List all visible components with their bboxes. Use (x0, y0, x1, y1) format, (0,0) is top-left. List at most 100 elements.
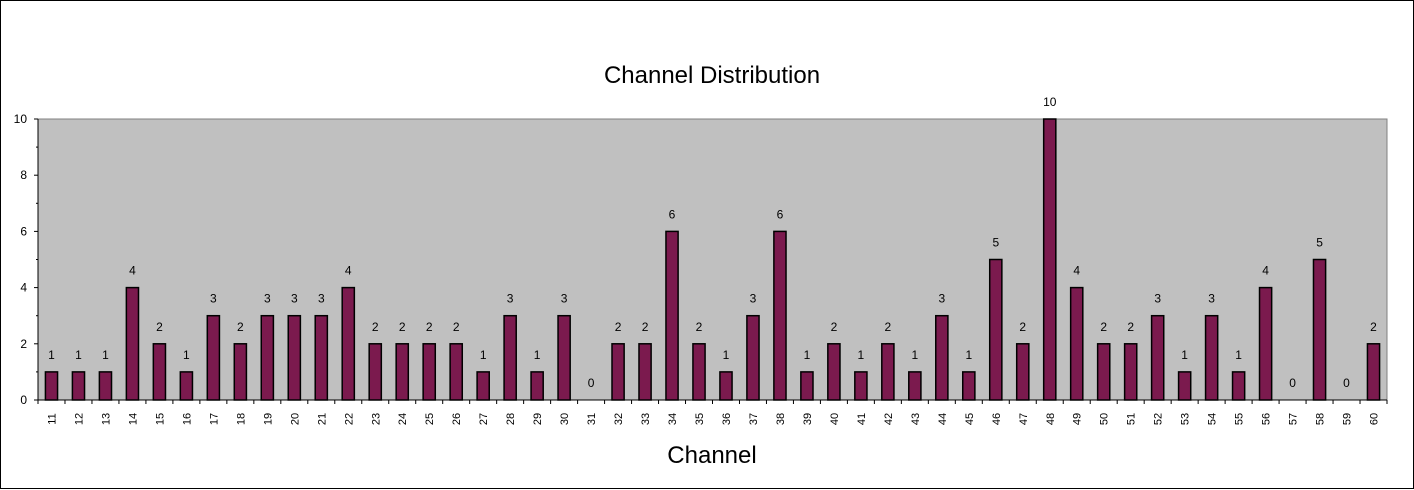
data-label: 4 (129, 264, 136, 278)
data-label: 4 (1073, 264, 1080, 278)
x-tick-label: 18 (235, 413, 247, 425)
bar (233, 343, 248, 401)
bar (1258, 286, 1273, 401)
bar (260, 314, 275, 401)
bar (773, 230, 787, 401)
x-tick-label: 11 (46, 413, 58, 424)
bar (1150, 314, 1165, 401)
y-tick-label: 0 (20, 393, 27, 407)
x-tick-label: 20 (289, 413, 301, 425)
data-label: 1 (480, 348, 487, 362)
bar (125, 286, 140, 401)
x-tick-label: 50 (1099, 413, 1111, 425)
x-tick-label: 58 (1315, 413, 1327, 425)
data-label: 1 (858, 348, 865, 362)
bar (692, 343, 706, 401)
bar (368, 343, 383, 401)
x-tick-label: 22 (343, 413, 355, 425)
data-label: 3 (750, 292, 757, 306)
x-tick-label: 24 (397, 413, 409, 425)
x-tick-label: 59 (1342, 413, 1354, 425)
data-label: 2 (1019, 320, 1026, 334)
bar (719, 371, 733, 401)
x-tick-label: 32 (613, 413, 625, 425)
bar (314, 314, 329, 401)
x-tick-label: 17 (208, 413, 220, 425)
x-tick-label: 56 (1261, 413, 1273, 425)
x-axis: 11 12 13 14 15 16 17 18 19 20 21 22 23 24 25 26 27 28 29 30… (37, 400, 1388, 425)
x-tick-label: 42 (883, 413, 895, 425)
x-tick-label: 12 (73, 413, 85, 425)
bar (98, 371, 113, 401)
data-label: 4 (345, 264, 352, 278)
bar (71, 371, 86, 401)
data-label: 3 (318, 292, 325, 306)
data-label: 2 (885, 320, 892, 334)
bar (557, 314, 571, 401)
data-label: 2 (372, 320, 379, 334)
data-label: 1 (102, 348, 109, 362)
x-tick-label: 46 (991, 413, 1003, 425)
bar (476, 371, 490, 401)
data-label: 1 (75, 348, 82, 362)
x-tick-label: 39 (802, 413, 814, 425)
bar (179, 371, 194, 401)
x-tick-label: 15 (154, 413, 166, 425)
x-tick-label: 34 (667, 413, 679, 425)
x-tick-label: 29 (532, 413, 544, 425)
x-tick-label: 14 (127, 413, 139, 425)
x-tick-label: 30 (559, 413, 571, 425)
x-tick-label: 53 (1180, 413, 1192, 425)
data-label: 1 (1181, 348, 1188, 362)
data-label: 3 (210, 292, 217, 306)
x-tick-label: 49 (1072, 413, 1084, 425)
data-label: 4 (1262, 264, 1269, 278)
bar (881, 343, 895, 401)
x-tick-label: 36 (721, 413, 733, 425)
bar (341, 286, 356, 401)
data-label: 2 (156, 320, 163, 334)
x-tick-label: 21 (316, 413, 328, 425)
bar (988, 258, 1003, 401)
x-tick-label: 27 (478, 413, 490, 425)
x-tick-label: 43 (910, 413, 922, 425)
x-tick-label: 28 (505, 413, 517, 425)
y-tick-label: 8 (20, 168, 27, 182)
bar (1231, 371, 1246, 401)
data-label: 6 (669, 207, 676, 221)
y-tick-label: 4 (20, 281, 27, 295)
bar (1366, 343, 1381, 401)
x-tick-label: 35 (694, 413, 706, 425)
data-label: 2 (1370, 320, 1377, 334)
bar (638, 343, 652, 401)
x-tick-label: 40 (829, 413, 841, 425)
data-label: 1 (804, 348, 811, 362)
bar (422, 343, 437, 401)
data-label: 0 (588, 376, 595, 390)
chart-title: Channel Distribution (604, 62, 820, 89)
x-tick-label: 16 (181, 413, 193, 425)
x-tick-label: 44 (937, 413, 949, 425)
x-tick-label: 19 (262, 413, 274, 425)
x-tick-label: 54 (1207, 413, 1219, 425)
data-label: 1 (183, 348, 190, 362)
bar (395, 343, 410, 401)
data-label: 1 (1235, 348, 1242, 362)
x-axis-label: Channel (667, 442, 756, 469)
data-label: 2 (399, 320, 406, 334)
bar (1123, 343, 1138, 401)
data-label: 5 (992, 236, 999, 250)
data-label: 2 (1127, 320, 1134, 334)
bar (287, 314, 302, 401)
data-label: 2 (642, 320, 649, 334)
data-label: 6 (777, 207, 784, 221)
x-tick-label: 33 (640, 413, 652, 425)
bar (206, 314, 221, 401)
bar (1042, 118, 1057, 401)
data-label: 3 (507, 292, 514, 306)
x-tick-label: 13 (100, 413, 112, 425)
data-label: 2 (615, 320, 622, 334)
bar (1096, 343, 1111, 401)
bar (1312, 258, 1327, 401)
